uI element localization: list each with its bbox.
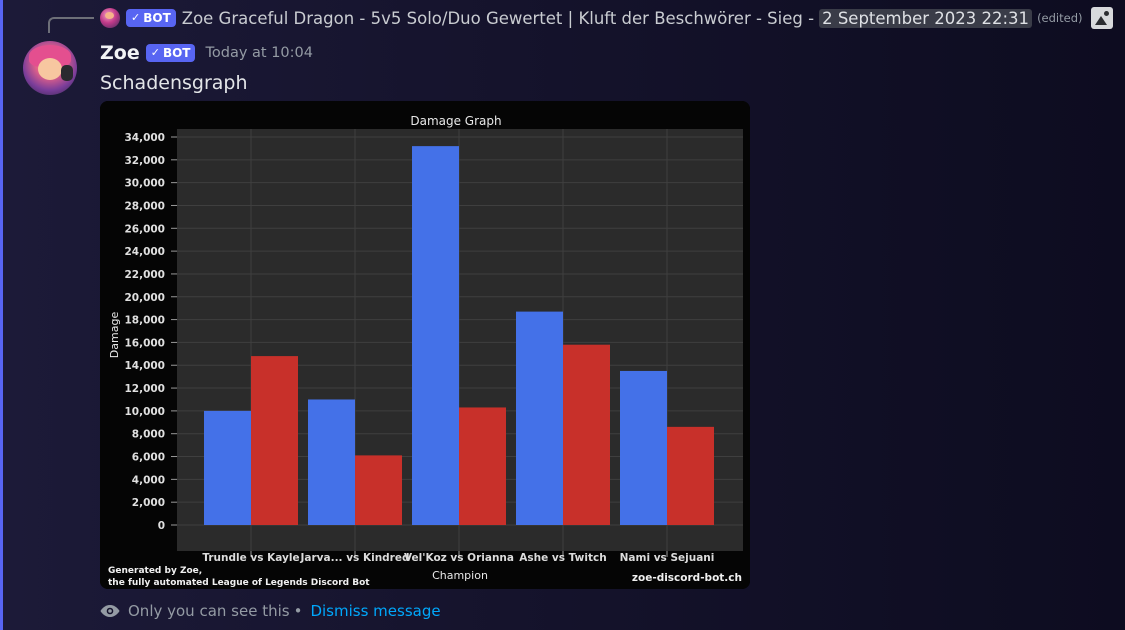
chart-title: Damage Graph xyxy=(410,114,501,128)
x-tick-label: Jarva... vs Kindred xyxy=(299,552,409,564)
x-axis-label: Champion xyxy=(432,569,488,582)
ephemeral-notice-text: Only you can see this xyxy=(128,602,290,620)
dismiss-message-link[interactable]: Dismiss message xyxy=(310,602,441,620)
bar-red-0 xyxy=(251,356,298,525)
eye-icon xyxy=(100,605,120,617)
footer-website: zoe-discord-bot.ch xyxy=(632,572,742,584)
y-tick-label: 34,000 xyxy=(124,132,165,144)
y-tick-label: 16,000 xyxy=(124,337,165,349)
y-tick-label: 24,000 xyxy=(124,246,165,258)
y-tick-label: 22,000 xyxy=(124,269,165,281)
bar-red-3 xyxy=(563,344,610,525)
bar-red-4 xyxy=(667,426,714,525)
y-tick-label: 12,000 xyxy=(124,383,165,395)
author-name[interactable]: Zoe xyxy=(100,42,140,64)
reply-bot-label: BOT xyxy=(143,11,171,25)
y-axis-label: Damage xyxy=(108,312,121,359)
y-tick-label: 32,000 xyxy=(124,155,165,167)
message-timestamp[interactable]: Today at 10:04 xyxy=(205,45,313,61)
bar-blue-2 xyxy=(412,146,459,526)
x-tick-label: Vel'Koz vs Orianna xyxy=(404,552,514,564)
y-tick-label: 14,000 xyxy=(124,360,165,372)
ephemeral-notice: Only you can see this • Dismiss message xyxy=(100,600,441,622)
image-icon[interactable] xyxy=(1090,7,1113,29)
reply-bot-badge: ✓ BOT xyxy=(126,9,176,27)
bar-red-1 xyxy=(355,455,402,525)
bar-blue-4 xyxy=(620,370,667,525)
separator-dot: • xyxy=(293,602,303,620)
y-tick-label: 6,000 xyxy=(132,452,165,464)
y-tick-label: 8,000 xyxy=(132,429,165,441)
bar-blue-1 xyxy=(308,399,355,525)
reply-date: 2 September 2023 22:31 xyxy=(819,8,1033,28)
footer-bot-description: the fully automated League of Legends Di… xyxy=(108,578,370,588)
bot-badge: ✓ BOT xyxy=(145,44,196,62)
damage-chart: 0 2,000 4,000 6,000 8,000 10,000 12,000 14,000 1… xyxy=(100,101,750,589)
bars xyxy=(204,146,714,526)
bar-blue-0 xyxy=(204,410,251,525)
message-content: Schadensgraph xyxy=(100,72,248,94)
damage-graph-image[interactable]: 0 2,000 4,000 6,000 8,000 10,000 12,000 14,000 1… xyxy=(100,101,750,589)
footer-generated-by: Generated by Zoe, xyxy=(108,566,202,576)
y-tick-label: 28,000 xyxy=(124,200,165,212)
reply-reference[interactable]: ✓ BOT Zoe Graceful Dragon - 5v5 Solo/Duo … xyxy=(100,5,1113,31)
message-highlight-bar xyxy=(0,0,3,630)
message-header: Zoe ✓ BOT Today at 10:04 xyxy=(100,40,313,66)
x-ticks: Trundle vs Kayle Jarva... vs KindredVel'K… xyxy=(202,551,714,564)
y-tick-label: 26,000 xyxy=(124,223,165,235)
reply-avatar[interactable] xyxy=(100,8,120,28)
reply-title[interactable]: Zoe Graceful Dragon - 5v5 Solo/Duo Gewer… xyxy=(181,8,815,28)
y-tick-label: 30,000 xyxy=(124,178,165,190)
y-tick-label: 20,000 xyxy=(124,292,165,304)
checkmark-icon: ✓ xyxy=(150,46,160,59)
y-tick-label: 4,000 xyxy=(132,474,165,486)
y-ticks: 0 2,000 4,000 6,000 8,000 10,000 12,000 14,000 1… xyxy=(124,132,177,532)
edited-label: (edited) xyxy=(1037,11,1083,25)
x-tick-label: Ashe vs Twitch xyxy=(519,552,606,564)
y-tick-label: 0 xyxy=(158,520,165,532)
reply-spine xyxy=(48,17,94,33)
avatar[interactable] xyxy=(23,41,77,95)
bar-red-2 xyxy=(459,407,506,525)
bot-label: BOT xyxy=(162,46,191,60)
x-tick-label: Nami vs Sejuani xyxy=(620,552,715,564)
y-tick-label: 10,000 xyxy=(124,406,165,418)
checkmark-icon: ✓ xyxy=(131,11,141,24)
bar-blue-3 xyxy=(516,311,563,525)
x-tick-label: Trundle vs Kayle xyxy=(202,552,299,564)
y-tick-label: 18,000 xyxy=(124,315,165,327)
y-tick-label: 2,000 xyxy=(132,497,165,509)
avatar-face xyxy=(38,58,62,80)
avatar-headset xyxy=(61,65,73,81)
